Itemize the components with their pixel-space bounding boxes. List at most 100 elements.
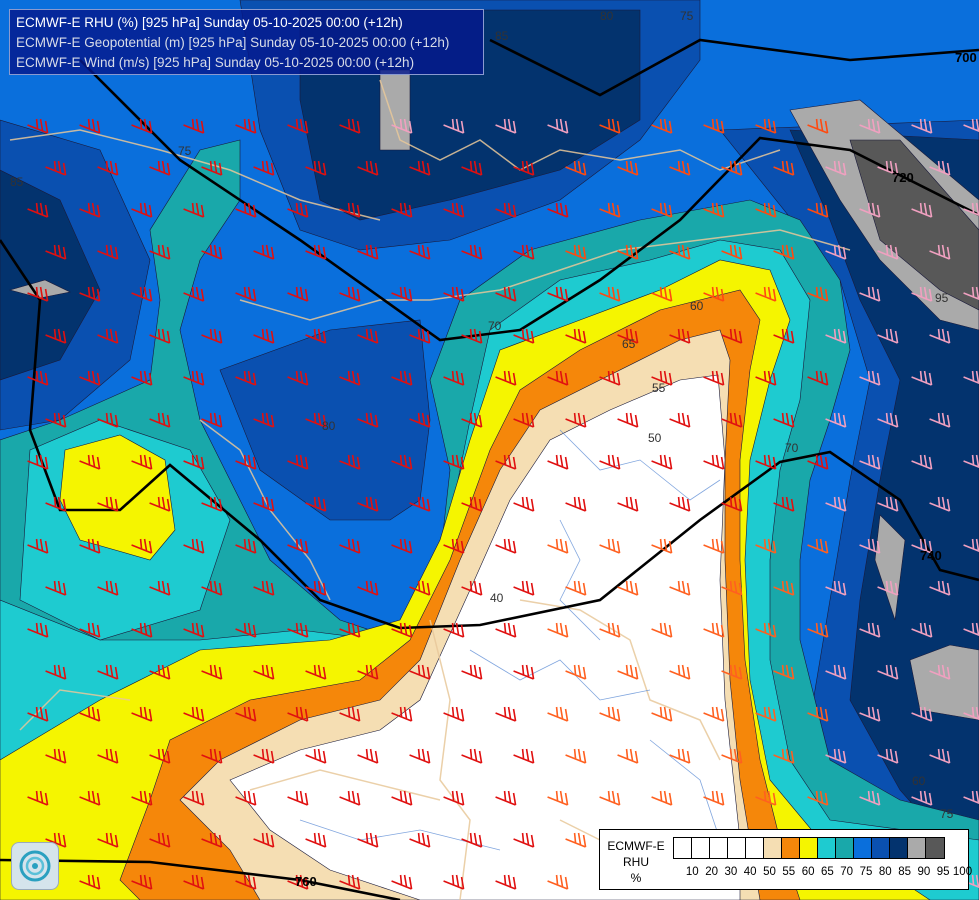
wind-barb-icon <box>45 160 67 176</box>
wind-barb-icon <box>149 412 171 428</box>
contour-label: 60 <box>690 299 704 313</box>
wind-barb-icon <box>565 244 587 260</box>
wind-barb-icon <box>461 496 483 512</box>
contour-label: 75 <box>940 807 954 821</box>
wind-barb-icon <box>669 748 691 764</box>
wind-barb-icon <box>339 118 361 134</box>
wind-barb-icon <box>97 664 119 680</box>
wind-barb-icon <box>929 160 951 176</box>
wind-barb-icon <box>287 874 309 890</box>
wind-barb-icon <box>235 790 257 806</box>
wind-barb-icon <box>547 370 569 386</box>
wind-barb-icon <box>391 118 413 134</box>
wind-barb-icon <box>97 160 119 176</box>
wind-barb-icon <box>253 160 275 176</box>
wind-barb-icon <box>45 244 67 260</box>
wind-barb-icon <box>651 118 673 134</box>
wind-barb-icon <box>825 412 847 428</box>
wind-barb-icon <box>357 664 379 680</box>
wind-barb-icon <box>755 622 777 638</box>
wind-barb-icon <box>721 412 743 428</box>
legend-tick-label: 50 <box>763 866 776 878</box>
wind-barb-icon <box>617 160 639 176</box>
wind-barb-icon <box>201 328 223 344</box>
wind-barb-icon <box>183 874 205 890</box>
legend-swatch <box>728 838 746 858</box>
wind-barb-icon <box>703 706 725 722</box>
wind-barb-icon <box>45 412 67 428</box>
wind-barb-icon <box>357 496 379 512</box>
legend-tick-label: 40 <box>743 866 757 878</box>
wind-barb-icon <box>547 118 569 134</box>
wind-barb-icon <box>287 202 309 218</box>
wind-barb-icon <box>45 496 67 512</box>
wind-barb-icon <box>963 874 979 889</box>
contour-label: 95 <box>935 291 949 305</box>
wind-barb-icon <box>131 202 153 218</box>
wind-barb-icon <box>443 874 465 890</box>
wind-barb-icon <box>877 244 899 260</box>
wind-barb-icon <box>599 286 621 302</box>
wind-barb-icon <box>253 244 275 260</box>
wind-barb-icon <box>721 748 743 764</box>
wind-barb-icon <box>755 454 777 470</box>
wind-barb-icon <box>79 790 101 806</box>
legend-swatch <box>872 838 890 858</box>
wind-barb-icon <box>703 622 725 638</box>
wind-barb-icon <box>859 538 881 554</box>
wind-barb-icon <box>79 370 101 386</box>
title-geopotential: ECMWF-E Geopotential (m) [925 hPa] Sunda… <box>16 35 450 50</box>
border-line <box>249 769 441 801</box>
wind-barb-icon <box>859 454 881 470</box>
wind-barb-icon <box>755 286 777 302</box>
wind-barb-icon <box>651 790 673 806</box>
wind-barb-icon <box>877 748 899 764</box>
wind-barb-icon <box>287 118 309 134</box>
legend-swatch <box>782 838 800 858</box>
river-line <box>299 819 501 851</box>
wind-barb-icon <box>547 706 569 722</box>
wind-barb-icon <box>963 202 979 217</box>
contour-label: 740 <box>920 548 942 563</box>
wind-barb-icon <box>703 454 725 470</box>
contour-label: 70 <box>488 319 502 333</box>
river-line <box>649 739 721 841</box>
legend-tick-label: 55 <box>782 866 796 878</box>
wind-barb-icon <box>201 160 223 176</box>
wind-barb-icon <box>27 454 49 470</box>
wind-barb-icon <box>877 160 899 176</box>
wind-barb-icon <box>461 160 483 176</box>
wind-barb-icon <box>565 580 587 596</box>
wind-barb-icon <box>235 370 257 386</box>
contour-label: 700 <box>955 50 977 65</box>
wind-barb-icon <box>149 580 171 596</box>
wind-barb-icon <box>599 706 621 722</box>
wind-barb-icon <box>183 454 205 470</box>
wind-barb-icon <box>773 160 795 176</box>
wind-barb-icon <box>149 748 171 764</box>
contour-label: 75 <box>178 144 192 158</box>
river-line <box>469 649 651 701</box>
legend-colorbar <box>673 837 945 859</box>
wind-barb-icon <box>131 370 153 386</box>
wind-barb-icon <box>495 706 517 722</box>
wind-barb-icon <box>547 874 569 890</box>
contour-label: 65 <box>622 337 636 351</box>
wind-barb-icon <box>547 622 569 638</box>
wind-barb-icon <box>513 748 535 764</box>
wind-barb-icon <box>305 496 327 512</box>
wind-barb-icon <box>305 580 327 596</box>
wind-barb-icon <box>651 202 673 218</box>
wind-barb-icon <box>97 832 119 848</box>
wind-barb-icon <box>27 706 49 722</box>
legend-swatch <box>818 838 836 858</box>
wind-barb-icon <box>461 412 483 428</box>
wind-barb-icon <box>45 664 67 680</box>
wind-barb-icon <box>703 202 725 218</box>
wind-barb-icon <box>339 706 361 722</box>
legend-variable: RHU <box>623 855 649 869</box>
wind-barb-icon <box>963 454 979 469</box>
contour-label: 75 <box>680 9 694 23</box>
rhu-band-90-95 <box>379 69 411 151</box>
